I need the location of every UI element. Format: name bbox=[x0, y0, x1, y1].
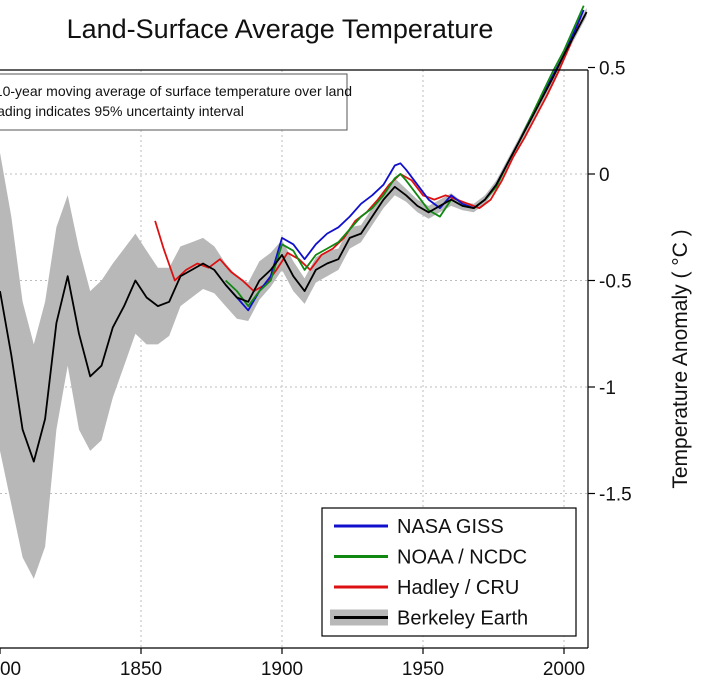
annotation-line-1: 10-year moving average of surface temper… bbox=[0, 83, 352, 99]
y-tick-label: -0.5 bbox=[599, 272, 632, 293]
x-tick-label: 1800 bbox=[0, 659, 21, 680]
annotation-line-2: Shading indicates 95% uncertainty interv… bbox=[0, 103, 244, 119]
legend-label-nasa-giss: NASA GISS bbox=[397, 516, 504, 538]
y-tick-label: 0.5 bbox=[599, 59, 625, 80]
x-tick-label: 1900 bbox=[261, 659, 303, 680]
series-lines bbox=[0, 5, 588, 463]
berkeley-earth-uncertainty-band bbox=[0, 7, 587, 579]
annotation-box: 10-year moving average of surface temper… bbox=[0, 73, 352, 131]
y-axis-label: Temperature Anomaly ( °C ) bbox=[669, 229, 692, 488]
series-line-berkeley-earth bbox=[0, 11, 588, 463]
legend-label-hadley-cru: Hadley / CRU bbox=[397, 577, 519, 599]
chart-title: Land-Surface Average Temperature bbox=[67, 14, 494, 44]
y-tick-label: 0 bbox=[599, 165, 610, 186]
axis-ticks: 10.50-0.5-1-1.518001850190019502000 bbox=[0, 59, 632, 680]
y-tick-label: -1 bbox=[599, 378, 616, 399]
y-tick-label: -1.5 bbox=[599, 485, 632, 506]
x-tick-label: 2000 bbox=[543, 659, 585, 680]
x-tick-label: 1950 bbox=[402, 659, 444, 680]
legend-label-noaa-ncdc: NOAA / NCDC bbox=[397, 547, 527, 569]
uncertainty-band bbox=[0, 7, 587, 579]
legend-label-berkeley-earth: Berkeley Earth bbox=[397, 608, 528, 630]
x-tick-label: 1850 bbox=[120, 659, 162, 680]
legend: NASA GISS NOAA / NCDC Hadley / CRU Berkeley… bbox=[321, 507, 577, 637]
